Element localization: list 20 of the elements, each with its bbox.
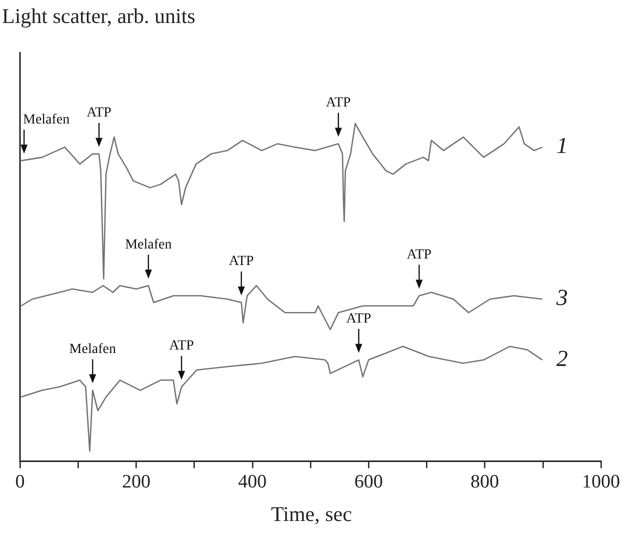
annotation: Melafen xyxy=(125,237,172,252)
x-tick-label: 1000 xyxy=(582,472,620,493)
annotation: ATP xyxy=(406,247,432,262)
x-tick-label: 600 xyxy=(354,472,383,493)
annotation: ATP xyxy=(169,338,194,354)
x-axis-title: Time, sec xyxy=(270,502,353,527)
annotation: ATP xyxy=(228,254,254,270)
series-label: 3 xyxy=(555,285,568,310)
y-axis-title: Light scatter, arb. units xyxy=(2,4,196,29)
annotation: ATP xyxy=(326,95,352,110)
x-tick-label: 800 xyxy=(470,472,500,493)
x-tick-label: 0 xyxy=(15,472,25,493)
x-tick-label: 200 xyxy=(122,472,150,493)
annotation: Melafen xyxy=(69,342,116,357)
annotation: Melafen xyxy=(22,112,70,128)
series-label: 2 xyxy=(556,346,568,371)
annotation: ATP xyxy=(346,312,372,327)
series-label: 1 xyxy=(556,133,568,158)
annotation: ATP xyxy=(86,106,112,121)
x-tick-label: 400 xyxy=(238,472,267,493)
